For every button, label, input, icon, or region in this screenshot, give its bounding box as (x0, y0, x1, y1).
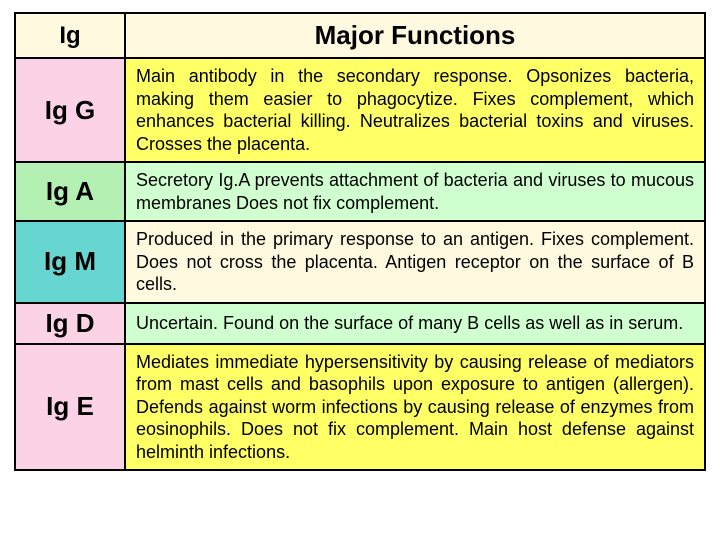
ig-description: Main antibody in the secondary response.… (125, 58, 705, 162)
table-row: Ig G Main antibody in the secondary resp… (15, 58, 705, 162)
table-row: Ig E Mediates immediate hypersensitivity… (15, 344, 705, 471)
table-row: Ig M Produced in the primary response to… (15, 221, 705, 303)
ig-label: Ig E (15, 344, 125, 471)
header-row: Ig Major Functions (15, 13, 705, 58)
table-row: Ig D Uncertain. Found on the surface of … (15, 303, 705, 344)
header-ig: Ig (15, 13, 125, 58)
ig-label: Ig D (15, 303, 125, 344)
ig-description: Produced in the primary response to an a… (125, 221, 705, 303)
immunoglobulin-table: Ig Major Functions Ig G Main antibody in… (14, 12, 706, 471)
ig-label: Ig M (15, 221, 125, 303)
table-row: Ig A Secretory Ig.A prevents attachment … (15, 162, 705, 221)
ig-description: Uncertain. Found on the surface of many … (125, 303, 705, 344)
ig-description: Mediates immediate hypersensitivity by c… (125, 344, 705, 471)
header-functions: Major Functions (125, 13, 705, 58)
ig-description: Secretory Ig.A prevents attachment of ba… (125, 162, 705, 221)
ig-label: Ig G (15, 58, 125, 162)
ig-label: Ig A (15, 162, 125, 221)
